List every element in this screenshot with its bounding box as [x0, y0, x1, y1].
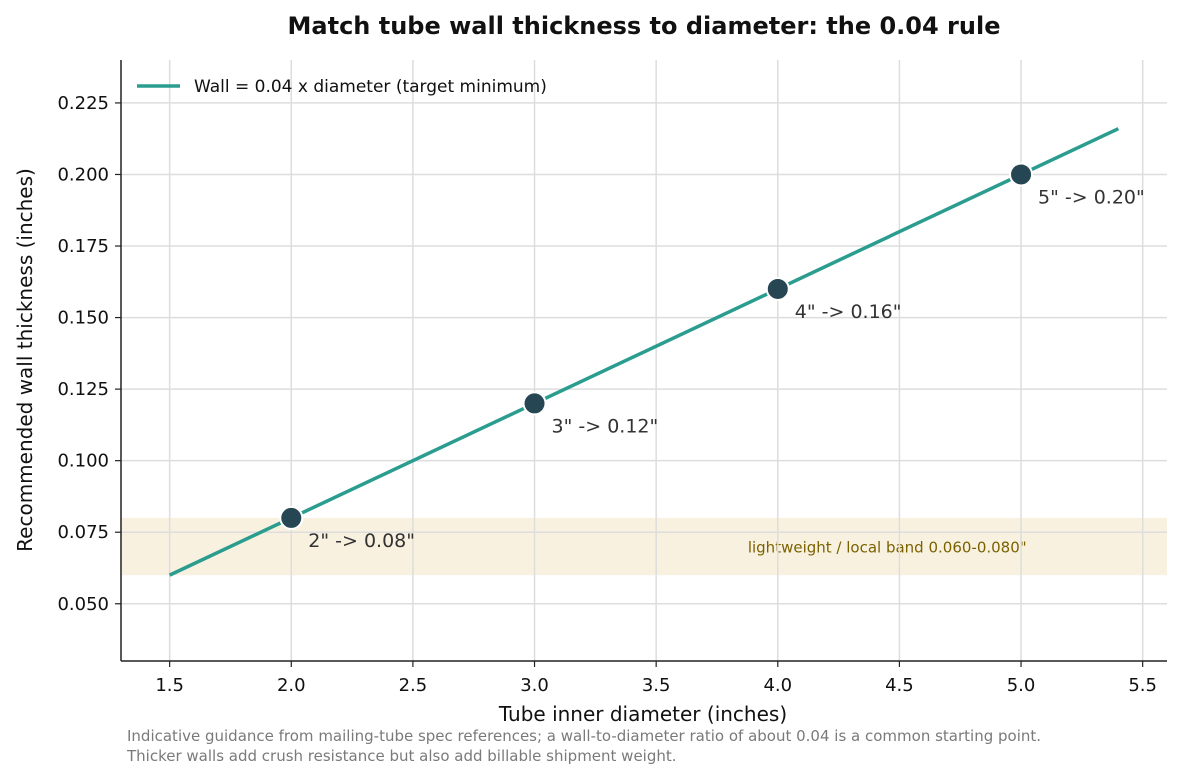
x-tick-label: 2.0	[277, 675, 306, 696]
y-tick-label: 0.100	[57, 451, 109, 472]
x-tick-label: 1.5	[155, 675, 184, 696]
y-tick-label: 0.225	[57, 93, 109, 114]
x-tick-label: 5.0	[1007, 675, 1036, 696]
band-label: lightweight / local band 0.060-0.080"	[748, 539, 1027, 557]
data-point	[765, 276, 790, 301]
data-point-label: 3" -> 0.12"	[552, 415, 659, 437]
x-tick-label: 2.5	[399, 675, 428, 696]
y-tick-label: 0.125	[57, 379, 109, 400]
grid-layer	[121, 60, 1167, 661]
y-tick-label: 0.050	[57, 594, 109, 615]
chart-title: Match tube wall thickness to diameter: t…	[288, 12, 1001, 40]
x-tick-label: 3.0	[520, 675, 549, 696]
x-axis-label: Tube inner diameter (inches)	[498, 702, 787, 726]
axes-layer: 1.5 2.0 2.5 3.0 3.5 4.0 4.5 5.0 5.5 0.050 0.075 0.1…	[57, 60, 1167, 696]
points-layer: 2" -> 0.08" 3" -> 0.12" 4" -> 0.16" 5" -> 0…	[279, 162, 1145, 552]
y-tick-label: 0.200	[57, 164, 109, 185]
x-tick-label: 4.5	[885, 675, 914, 696]
data-point	[279, 505, 304, 530]
series-line	[168, 127, 1120, 577]
data-point	[1009, 162, 1034, 187]
x-tick-label: 5.5	[1128, 675, 1157, 696]
x-tick-label: 4.0	[763, 675, 792, 696]
footnote: Indicative guidance from mailing-tube sp…	[127, 727, 1042, 765]
y-axis-label: Recommended wall thickness (inches)	[13, 168, 37, 552]
band-layer: lightweight / local band 0.060-0.080"	[121, 517, 1167, 576]
data-point	[522, 391, 547, 416]
y-tick-label: 0.075	[57, 522, 109, 543]
data-point-label: 4" -> 0.16"	[795, 301, 902, 323]
legend: Wall = 0.04 x diameter (target minimum)	[137, 77, 547, 97]
data-point-label: 5" -> 0.20"	[1038, 186, 1145, 208]
series-layer	[168, 127, 1120, 577]
x-tick-label: 3.5	[642, 675, 671, 696]
data-point-label: 2" -> 0.08"	[308, 530, 415, 552]
y-tick-label: 0.175	[57, 236, 109, 257]
y-tick-label: 0.150	[57, 308, 109, 329]
legend-label: Wall = 0.04 x diameter (target minimum)	[194, 77, 547, 97]
